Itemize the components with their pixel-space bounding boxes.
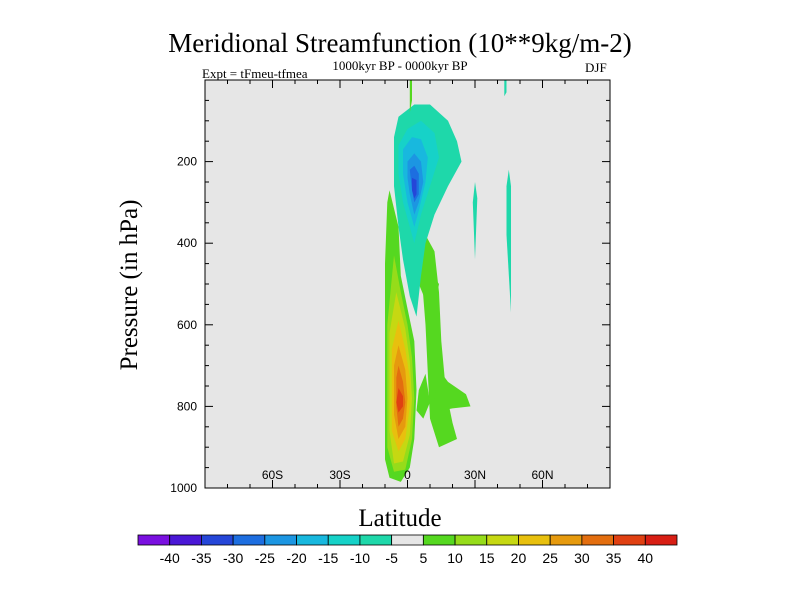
- colorbar-label: -30: [223, 550, 243, 566]
- colorbar-box: [613, 534, 646, 546]
- colorbar-box: [454, 534, 488, 546]
- colorbar-box: [486, 534, 519, 546]
- positive-patch-mid: [418, 267, 439, 309]
- colorbar-label: -10: [350, 550, 370, 566]
- y-tick-label: 800: [177, 399, 197, 413]
- colorbar-label: -40: [160, 550, 180, 566]
- colorbar-box: [327, 534, 361, 546]
- colorbar-box: [169, 534, 202, 546]
- positive-cell-contour-6: [396, 388, 403, 413]
- colorbar-box: [296, 534, 329, 546]
- colorbar-label: 40: [638, 550, 654, 566]
- colorbar-label: -25: [255, 550, 275, 566]
- colorbar-label: -20: [286, 550, 306, 566]
- negative-cell-contour-5: [412, 177, 417, 199]
- colorbar-label: 15: [479, 550, 495, 566]
- positive-spike-north: [434, 369, 471, 411]
- colorbar-box: [391, 534, 424, 546]
- negative-streak-1: [472, 182, 478, 260]
- positive-streak-top: [409, 80, 412, 113]
- colorbar-label: -5: [385, 550, 398, 566]
- colorbar-box: [137, 534, 171, 546]
- chart-experiment: Expt = tFmeu-tfmea: [202, 66, 308, 81]
- colorbar-box: [359, 534, 393, 546]
- colorbar-label: -15: [318, 550, 338, 566]
- colorbar-label: 20: [511, 550, 527, 566]
- colorbar-box: [201, 534, 234, 546]
- x-tick-label: 60N: [531, 468, 553, 482]
- colorbar-label: 30: [574, 550, 590, 566]
- colorbar-box: [581, 534, 614, 546]
- chart-title: Meridional Streamfunction (10**9kg/m-2): [168, 28, 632, 58]
- x-axis-label: Latitude: [358, 505, 442, 532]
- colorbar-box: [644, 534, 678, 546]
- negative-streak-top: [504, 80, 507, 97]
- y-tick-label: 400: [177, 236, 197, 250]
- y-tick-label: 600: [177, 318, 197, 332]
- x-tick-label: 30S: [329, 468, 350, 482]
- y-tick-label: 200: [177, 155, 197, 169]
- positive-blob-eq: [416, 373, 430, 419]
- x-tick-label: 60S: [262, 468, 283, 482]
- chart-season: DJF: [585, 60, 607, 75]
- colorbar-label: 10: [447, 550, 463, 566]
- y-tick-label: 1000: [170, 481, 197, 495]
- colorbar-label: -35: [191, 550, 211, 566]
- colorbar-label: 25: [542, 550, 558, 566]
- chart-period: 1000kyr BP - 0000kyr BP: [332, 58, 468, 73]
- negative-streak-2: [506, 169, 511, 313]
- x-tick-label: 30N: [464, 468, 486, 482]
- colorbar-box: [232, 534, 266, 546]
- colorbar-label: 35: [606, 550, 622, 566]
- colorbar-box: [422, 534, 456, 546]
- colorbar-box: [518, 534, 551, 546]
- colorbar-box: [549, 534, 583, 546]
- x-tick-label: 0: [404, 468, 411, 482]
- colorbar-label: 5: [419, 550, 427, 566]
- colorbar-box: [264, 534, 297, 546]
